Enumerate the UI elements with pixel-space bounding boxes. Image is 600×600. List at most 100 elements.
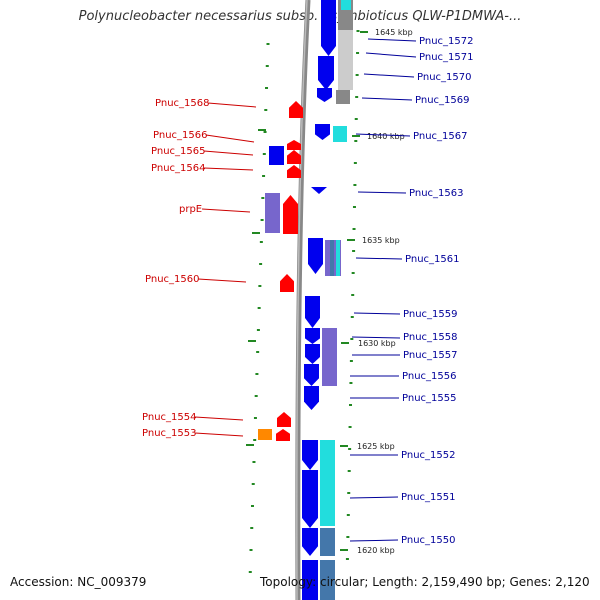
- blast-hit-cyan[interactable]: [341, 0, 351, 10]
- ruler-dot-right: [346, 514, 350, 516]
- gene-pnuc-1551[interactable]: [302, 470, 318, 528]
- gene-pnuc-1558[interactable]: [305, 328, 320, 344]
- gene-pnuc-1567[interactable]: [315, 124, 330, 140]
- blast-hit-steel[interactable]: [320, 528, 335, 556]
- gene-label-pnuc_1551[interactable]: Pnuc_1551: [401, 492, 455, 503]
- label-leader-line: [355, 257, 403, 260]
- gene-label-pnuc_1564[interactable]: Pnuc_1564: [151, 163, 205, 174]
- label-leader-line: [351, 336, 401, 339]
- ruler-dot-left: [256, 329, 260, 331]
- gene-pnuc-1561[interactable]: [308, 238, 323, 274]
- blast-hit-orange[interactable]: [258, 429, 272, 440]
- gene-pnuc-1559[interactable]: [305, 296, 320, 328]
- gene-label-pnuc_1553[interactable]: Pnuc_1553: [142, 428, 196, 439]
- scale-tick: [360, 31, 368, 33]
- gene-pnuc-1565[interactable]: [287, 150, 301, 164]
- genome-backbone-highlight: [296, 0, 308, 600]
- gene-label-pnuc_1554[interactable]: Pnuc_1554: [142, 412, 196, 423]
- gene-label-pnuc_1557[interactable]: Pnuc_1557: [403, 350, 457, 361]
- gene-pnuc-1569[interactable]: [317, 88, 332, 102]
- gene-label-pnuc_1558[interactable]: Pnuc_1558: [403, 332, 457, 343]
- gene-label-pnuc_1555[interactable]: Pnuc_1555: [402, 393, 456, 404]
- ruler-dot-left: [258, 285, 262, 287]
- gene-pnuc-1560[interactable]: [280, 274, 294, 292]
- blast-hit-blue[interactable]: [269, 146, 284, 165]
- gene-label-pnuc_1560[interactable]: Pnuc_1560: [145, 274, 199, 285]
- ruler-dot-left: [251, 483, 255, 485]
- gene-pnuc-1555[interactable]: [304, 386, 319, 410]
- scale-tick: [352, 135, 360, 137]
- blast-hit-lightgrey[interactable]: [338, 30, 353, 90]
- gene-label-pnuc_1571[interactable]: Pnuc_1571: [419, 52, 473, 63]
- ruler-dot-right: [348, 448, 352, 450]
- gene-label-pnuc_1567[interactable]: Pnuc_1567: [413, 131, 467, 142]
- blast-hit-purple[interactable]: [322, 328, 337, 386]
- scale-tick-label: 1640 kbp: [367, 132, 405, 141]
- gene-pnuc-1556[interactable]: [304, 364, 319, 386]
- label-leader-line: [194, 432, 244, 437]
- label-leader-line: [367, 38, 417, 42]
- label-leader-line: [203, 150, 254, 156]
- gene-label-pnuc_1569[interactable]: Pnuc_1569: [415, 95, 469, 106]
- gene-pnuc-1570[interactable]: [318, 56, 334, 90]
- gene-pnuc-1568[interactable]: [289, 101, 303, 118]
- blast-hit-purple[interactable]: [265, 193, 280, 233]
- gene-label-prpe[interactable]: prpE: [179, 204, 202, 215]
- gene-pnuc-1563[interactable]: [311, 187, 327, 194]
- scale-tick-label: 1625 kbp: [357, 442, 395, 451]
- ruler-dot-right: [348, 426, 352, 428]
- ruler-dot-right: [355, 74, 359, 76]
- ruler-dot-right: [356, 52, 360, 54]
- gene-pnuc-1572[interactable]: [321, 0, 336, 56]
- gene-prpe[interactable]: [283, 195, 298, 234]
- gene-label-pnuc_1566[interactable]: Pnuc_1566: [153, 130, 207, 141]
- gene-label-pnuc_1550[interactable]: Pnuc_1550: [401, 535, 455, 546]
- ruler-dot-left: [257, 307, 261, 309]
- blast-hit-cyan[interactable]: [333, 126, 347, 142]
- blast-hit-grey[interactable]: [336, 90, 350, 104]
- ruler-dot-left: [260, 219, 264, 221]
- ruler-dot-left: [255, 373, 259, 375]
- gene-pnuc-1557[interactable]: [305, 344, 320, 364]
- scale-tick-minor: [258, 129, 266, 131]
- ruler-dot-left: [253, 439, 257, 441]
- gene-label-pnuc_1572[interactable]: Pnuc_1572: [419, 36, 473, 47]
- ruler-dot-right: [347, 492, 351, 494]
- scale-tick: [340, 549, 348, 551]
- gene-label-pnuc_1568[interactable]: Pnuc_1568: [155, 98, 209, 109]
- scale-tick: [340, 445, 348, 447]
- gene-label-pnuc_1552[interactable]: Pnuc_1552: [401, 450, 455, 461]
- gene-pnuc-1553[interactable]: [276, 429, 290, 441]
- gene-next[interactable]: [302, 560, 318, 600]
- gene-pnuc-1564[interactable]: [287, 165, 301, 178]
- gene-label-pnuc_1565[interactable]: Pnuc_1565: [151, 146, 205, 157]
- gene-pnuc-1552[interactable]: [302, 440, 318, 470]
- ruler-dot-right: [354, 118, 358, 120]
- ruler-dot-left: [250, 527, 254, 529]
- gene-label-pnuc_1556[interactable]: Pnuc_1556: [402, 371, 456, 382]
- label-leader-line: [197, 278, 247, 283]
- blast-hit-cyan[interactable]: [320, 440, 335, 526]
- scale-tick-label: 1645 kbp: [375, 28, 413, 37]
- ruler-dot-right: [349, 404, 353, 406]
- ruler-dot-left: [252, 461, 256, 463]
- ruler-dot-left: [262, 153, 266, 155]
- label-leader-line: [194, 416, 244, 421]
- blast-hit-cyan[interactable]: [336, 240, 340, 276]
- label-leader-line: [201, 208, 251, 213]
- gene-pnuc-1566[interactable]: [287, 140, 301, 150]
- gene-pnuc-1550[interactable]: [302, 528, 318, 556]
- blast-hit-steel[interactable]: [330, 240, 334, 276]
- gene-pnuc-1554[interactable]: [277, 412, 291, 427]
- ruler-dot-left: [249, 549, 253, 551]
- gene-label-pnuc_1559[interactable]: Pnuc_1559: [403, 309, 457, 320]
- blast-hit-steel[interactable]: [320, 560, 335, 600]
- gene-label-pnuc_1570[interactable]: Pnuc_1570: [417, 72, 471, 83]
- gene-label-pnuc_1563[interactable]: Pnuc_1563: [409, 188, 463, 199]
- ruler-dot-right: [346, 536, 350, 538]
- ruler-dot-right: [351, 294, 355, 296]
- gene-label-pnuc_1561[interactable]: Pnuc_1561: [405, 254, 459, 265]
- ruler-dot-left: [253, 417, 257, 419]
- ruler-dot-left: [262, 175, 266, 177]
